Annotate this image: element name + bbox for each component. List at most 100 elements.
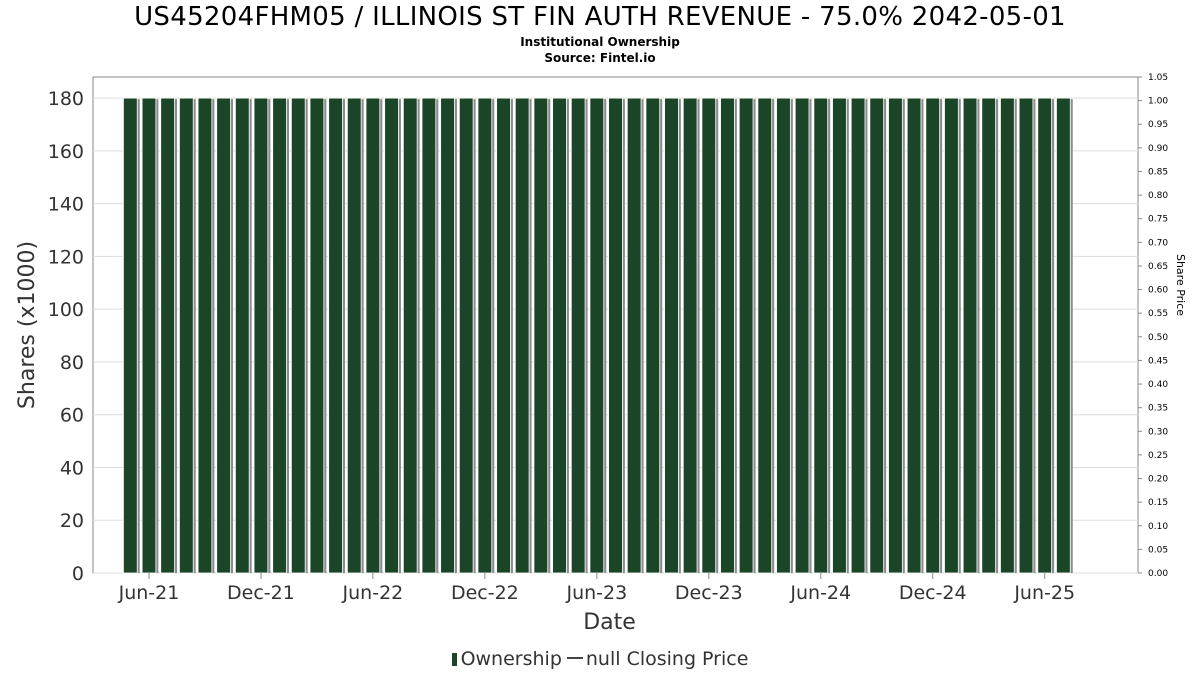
ownership-bar [533,97,549,574]
ownership-bar [402,97,418,574]
y2-tick-label: 0.80 [1148,191,1168,201]
y2-tick-label: 0.10 [1148,522,1168,532]
x-tick-label: Dec-24 [899,582,967,604]
ownership-bar [813,97,829,574]
y2-axis-title: Share Price [1174,254,1187,316]
y2-tick-label: 0.65 [1148,262,1168,272]
chart-legend: Ownership null Closing Price [0,648,1200,670]
y-tick-label: 180 [48,88,84,110]
y2-tick-label: 0.70 [1148,238,1168,248]
y-tick-label: 60 [60,405,84,427]
y2-tick-label: 0.75 [1148,215,1168,225]
x-tick-label: Jun-23 [565,582,627,604]
y2-tick-label: 0.20 [1148,475,1168,485]
y2-tick-label: 0.95 [1148,120,1168,130]
ownership-bar [645,97,661,574]
ownership-bar [197,97,213,574]
ownership-bar [944,97,959,574]
x-tick-label: Dec-21 [227,582,295,604]
ownership-bar [234,97,250,574]
y2-tick-label: 0.45 [1148,356,1168,366]
y2-tick-label: 0.30 [1148,427,1168,437]
ownership-bar [906,97,922,574]
ownership-bar [981,97,997,574]
chart-title: US45204FHM05 / ILLINOIS ST FIN AUTH REVE… [134,2,1066,32]
ownership-bar [962,97,978,574]
ownership-bar [850,97,866,574]
ownership-bar [123,97,138,574]
y-tick-label: 120 [48,246,84,268]
y2-tick-label: 0.15 [1148,498,1168,508]
x-tick-label: Jun-24 [789,582,851,604]
ownership-bar [1000,97,1015,574]
chart-source: Source: Fintel.io [544,51,656,65]
ownership-bar [290,97,306,574]
y-tick-label: 160 [48,141,84,163]
y2-tick-label: 0.35 [1148,404,1168,414]
ownership-bar [589,97,605,574]
x-axis-title: Date [583,610,636,635]
ownership-bar [888,97,903,574]
ownership-bar [328,97,343,574]
ownership-bar [738,97,754,574]
y-axis-title: Shares (x1000) [15,241,40,409]
ownership-bar [570,97,586,574]
ownership-bar [253,97,269,574]
y2-tick-label: 0.00 [1148,569,1168,579]
ownership-bar [477,97,493,574]
y-tick-label: 40 [60,457,84,479]
y-tick-label: 0 [72,563,84,585]
ownership-bar [514,97,530,574]
ownership-bar [178,97,194,574]
y-tick-label: 20 [60,510,84,532]
y-tick-label: 100 [48,299,84,321]
ownership-bar [496,97,511,574]
ownership-bar [608,97,623,574]
ownership-bar [458,97,474,574]
ownership-bar [1037,97,1053,574]
ownership-bar [365,97,381,574]
legend-ownership: Ownership [460,648,562,670]
ownership-bar [682,97,698,574]
y-tick-label: 80 [60,352,84,374]
ownership-bar [1056,97,1071,574]
y2-tick-label: 0.40 [1148,380,1168,390]
ownership-bar [160,97,175,574]
ownership-bar [869,97,885,574]
ownership-bar [272,97,287,574]
y2-tick-label: 0.50 [1148,333,1168,343]
chart-subtitle: Institutional Ownership [520,35,680,49]
ownership-bar [832,97,847,574]
ownership-bar [141,97,157,574]
ownership-bar [794,97,810,574]
ownership-bar [757,97,773,574]
ownership-bar [925,97,941,574]
x-tick-label: Dec-22 [451,582,519,604]
ownership-bar [1018,97,1034,574]
ownership-swatch-icon [451,653,457,666]
ownership-bar [552,97,567,574]
legend-price: null Closing Price [585,648,749,670]
ownership-bar [701,97,717,574]
y2-tick-label: 0.90 [1148,144,1168,154]
y-tick-label: 140 [48,194,84,216]
y2-tick-label: 1.05 [1148,73,1168,83]
ownership-bar [309,97,325,574]
y2-tick-label: 0.85 [1148,167,1168,177]
x-tick-label: Jun-25 [1013,582,1075,604]
x-tick-label: Jun-22 [342,582,404,604]
y2-tick-label: 0.60 [1148,286,1168,296]
ownership-bar [776,97,791,574]
x-tick-label: Jun-21 [118,582,180,604]
ownership-bar [626,97,642,574]
ownership-bar [216,97,231,574]
y2-tick-label: 0.55 [1148,309,1168,319]
ownership-bar [720,97,735,574]
ownership-bar [421,97,437,574]
ownership-bar [440,97,455,574]
price-line-icon [566,657,583,659]
y2-tick-label: 1.00 [1148,97,1168,107]
ownership-bar [384,97,399,574]
ownership-bar [346,97,362,574]
